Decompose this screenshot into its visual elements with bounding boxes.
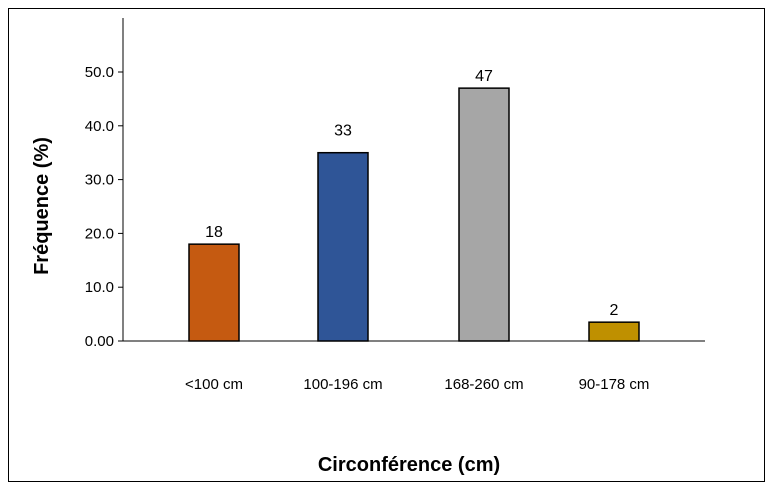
y-tick-label: 20.0	[85, 225, 114, 242]
x-tick-label: <100 cm	[185, 376, 243, 393]
bars	[188, 87, 640, 342]
y-tick-label: 40.0	[85, 118, 114, 135]
bar	[458, 87, 510, 342]
x-axis-title: Circonférence (cm)	[318, 454, 500, 476]
x-tick-label: 168-260 cm	[444, 376, 523, 393]
x-tick-labels: <100 cm 100-196 cm 168-260 cm 90-178 cm	[185, 376, 649, 393]
y-tick-label: 0.00	[85, 333, 114, 350]
y-tick-label: 50.0	[85, 64, 114, 81]
data-label: 2	[610, 302, 619, 319]
y-ticks: 0.00 10.0 20.0 30.0 40.0 50.0	[85, 64, 123, 350]
x-tick-label: 90-178 cm	[579, 376, 650, 393]
bar	[588, 321, 640, 342]
x-tick-label: 100-196 cm	[303, 376, 382, 393]
data-label: 18	[205, 224, 223, 241]
bar	[188, 243, 240, 342]
data-labels: 18 33 47 2	[205, 68, 618, 319]
y-axis-title: Fréquence (%)	[31, 137, 53, 275]
y-tick-label: 10.0	[85, 279, 114, 296]
bar	[317, 151, 369, 342]
y-tick-label: 30.0	[85, 172, 114, 189]
data-label: 33	[334, 123, 352, 140]
data-label: 47	[475, 68, 493, 85]
chart-frame	[8, 8, 765, 482]
